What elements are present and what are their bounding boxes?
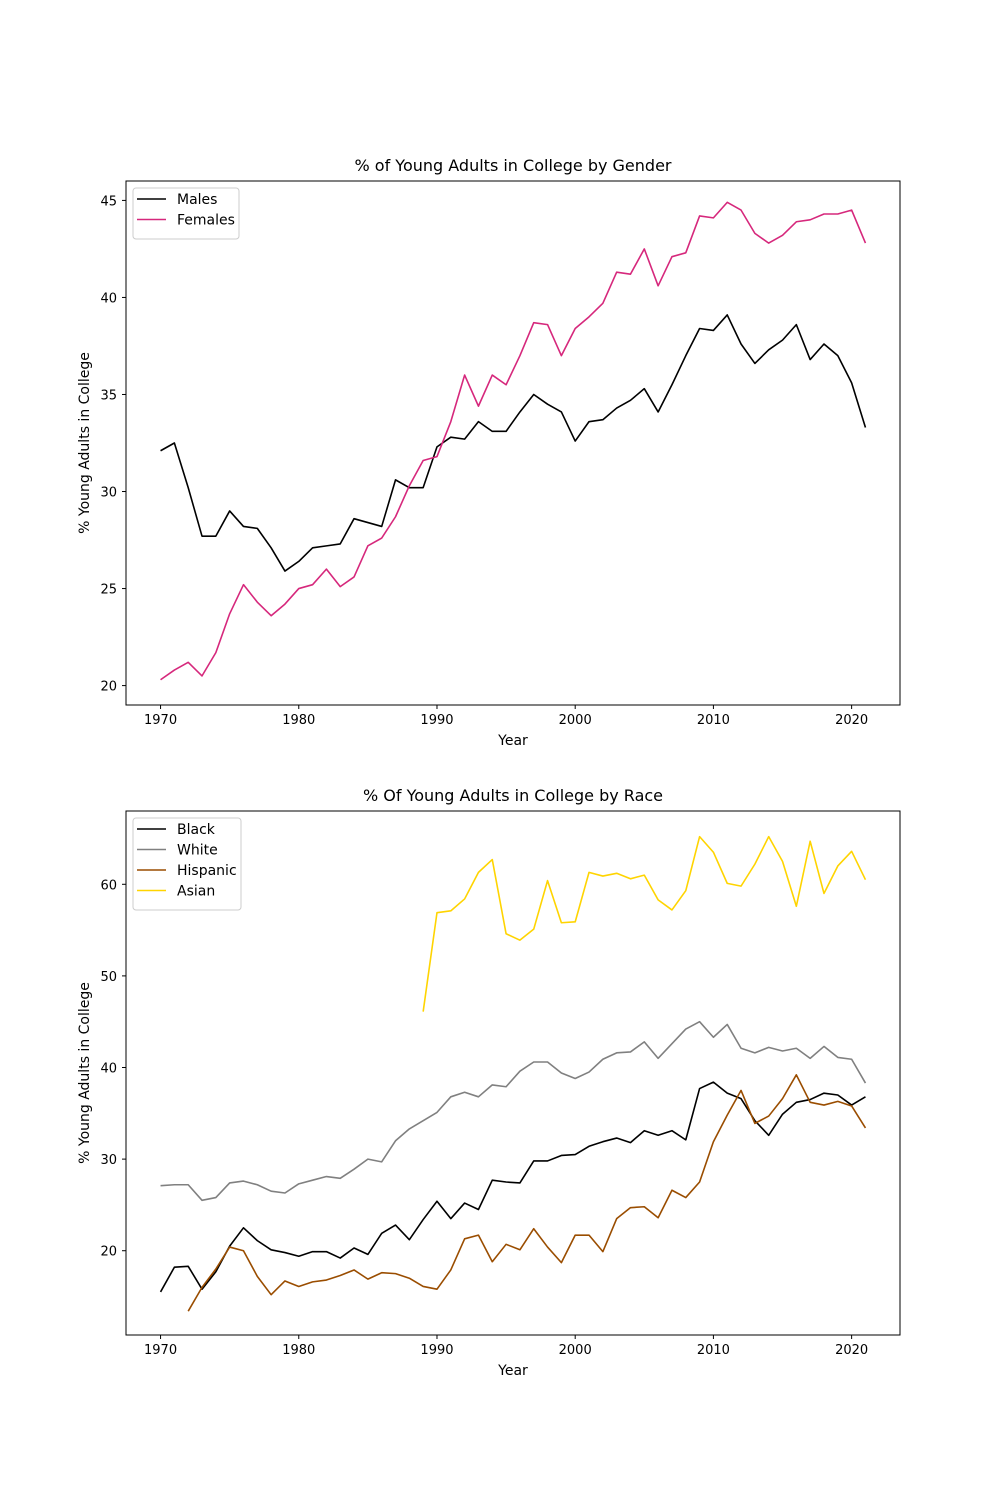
chart-gender-xtick-label: 2000 [559,713,592,728]
chart-race-xtick-label: 1970 [144,1343,177,1358]
chart-gender-ytick-label: 30 [100,486,117,501]
chart-gender-xtick-label: 2010 [697,713,730,728]
chart-race-title: % Of Young Adults in College by Race [363,786,663,805]
chart-race-xtick-label: 2020 [835,1343,868,1358]
chart-gender-ylabel: % Young Adults in College [77,352,93,534]
chart-race-ytick-label: 30 [100,1153,117,1168]
chart-race-xtick-label: 1980 [282,1343,315,1358]
chart-gender-ytick-label: 20 [100,680,117,695]
chart-gender-xlabel: Year [497,733,528,749]
chart-race-xtick-label: 1990 [420,1343,453,1358]
chart-race-ytick-label: 60 [100,878,117,893]
chart-gender-legend-label-males: Males [177,192,217,208]
chart-gender-ytick-label: 45 [100,194,117,209]
chart-race-legend-box [132,817,242,911]
chart-race-legend-label-asian: Asian [177,884,215,900]
chart-race-axes-frame [125,810,901,1336]
chart-race-series-line-white [160,1020,867,1202]
chart-gender-legend-box [132,187,240,240]
chart-gender-title: % of Young Adults in College by Gender [355,156,672,175]
chart-race-legend-label-white: White [177,843,218,859]
chart-race-series-line-black [159,1081,866,1293]
chart-race-series-line-asian [422,835,867,1012]
chart-race-legend-label-hispanic: Hispanic [177,863,237,879]
chart-gender-xtick-label: 1990 [420,713,453,728]
chart-gender-legend: Males Females [132,187,240,240]
chart-race-ylabel: % Young Adults in College [77,982,93,1164]
chart-gender-ytick-label: 35 [100,388,117,403]
chart-race-series-line-hispanic [187,1074,867,1312]
chart-gender-xtick-label: 1970 [144,713,177,728]
chart-gender-ytick-label: 40 [100,291,117,306]
chart-gender-xtick-label: 1980 [282,713,315,728]
chart-gender-series-line-males [160,314,867,572]
chart-race-ytick-label: 50 [100,970,117,985]
chart-race-xtick-label: 2010 [697,1343,730,1358]
chart-race-xlabel: Year [497,1363,528,1379]
chart-gender-axes-frame [125,180,901,706]
chart-gender-series-line-females [160,201,867,681]
chart-race-ytick-label: 40 [100,1062,117,1077]
chart-gender-xtick-label: 2020 [835,713,868,728]
chart-race-ytick-label: 20 [100,1245,117,1260]
chart-gender-ytick-label: 25 [100,583,117,598]
chart-race-legend-label-black: Black [177,822,216,838]
chart-race-xtick-label: 2000 [559,1343,592,1358]
chart-gender-legend-label-females: Females [177,213,235,229]
chart-gender: % of Young Adults in College by Gender 1… [77,156,901,749]
chart-race: % Of Young Adults in College by Race 197… [77,786,901,1379]
chart-race-legend: Black White Hispanic Asian [132,817,242,911]
